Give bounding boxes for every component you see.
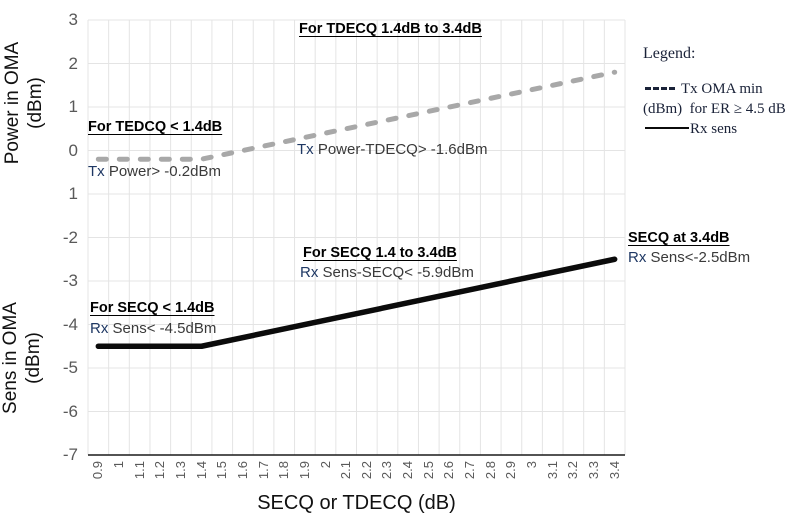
annotation-tx-power-limit: Tx Power> -0.2dBm <box>88 163 221 180</box>
legend-item-tx-oma-cont: (dBm) for ER ≥ 4.5 dB <box>643 101 786 117</box>
y-tick-label: 0 <box>68 140 78 160</box>
x-tick-label: 1.2 <box>152 461 168 480</box>
y-tick-label: -2 <box>62 227 78 247</box>
annotation-secq-lt-1p4-header: For SECQ < 1.4dB <box>90 300 215 316</box>
x-tick-label: 0.9 <box>90 461 106 480</box>
y-tick-label: -3 <box>62 271 78 290</box>
legend-item-tx-oma: Tx OMA min <box>643 79 799 99</box>
annotation-tx-power-tdecq-limit: Tx Power-TDECQ> -1.6dBm <box>297 141 487 158</box>
y-tick-label: 2 <box>68 53 78 73</box>
rx-prefix: Rx <box>628 249 647 266</box>
legend-item-tx-label: Tx OMA min <box>681 81 763 97</box>
y-tick-label: 1 <box>68 97 78 116</box>
y-tick-label: -6 <box>62 401 78 421</box>
y-axis-title-power-unit: (dBm) <box>25 77 46 129</box>
solid-line-sample-icon <box>645 127 689 130</box>
legend-item-rx-label: Rx sens <box>690 121 738 137</box>
x-tick-label: 1.1 <box>131 461 147 480</box>
x-tick-label: 2.6 <box>441 461 457 480</box>
x-tick-label: 2.1 <box>338 461 354 480</box>
x-tick-label: 1.8 <box>276 461 292 480</box>
series-tx-oma-min-line <box>95 69 618 162</box>
y-tick-label: -7 <box>62 445 78 464</box>
rx-prefix: Rx <box>90 320 109 337</box>
annotation-secq-at-3p4-header: SECQ at 3.4dB <box>628 230 730 246</box>
x-tick-label: 3.3 <box>586 461 602 480</box>
y-axis-title-sens-unit: (dBm) <box>23 332 44 384</box>
rx-sens-3p4-text: Sens<-2.5dBm <box>646 249 751 266</box>
annotation-tedcq-header: For TEDCQ < 1.4dB <box>88 119 223 135</box>
x-tick-label: 2.4 <box>400 461 416 480</box>
tx-prefix: Tx <box>297 141 314 158</box>
x-tick-label: 2.3 <box>379 461 395 480</box>
annotation-secq-range-header: For SECQ 1.4 to 3.4dB <box>303 245 457 261</box>
x-tick-label: 1.5 <box>214 461 230 480</box>
annotation-rx-sens-at-3p4-limit: Rx Sens<-2.5dBm <box>628 249 750 266</box>
y-tick-label: -5 <box>62 358 78 377</box>
x-axis-title: SECQ or TDECQ (dB) <box>257 492 456 514</box>
y-axis-title-power-text: Power in OMA <box>2 41 23 165</box>
rx-sens-lt-text: Sens< -4.5dBm <box>108 320 217 337</box>
x-tick-label: 3 <box>524 461 540 469</box>
annotation-tdecq-range-header: For TDECQ 1.4dB to 3.4dB <box>299 21 482 37</box>
x-tick-label: 1 <box>110 461 126 469</box>
rx-sens-secq-text: Sens-SECQ< -5.9dBm <box>318 264 474 281</box>
x-tick-label: 2.8 <box>482 461 498 480</box>
x-tick-label: 3.4 <box>606 461 622 480</box>
rx-prefix: Rx <box>300 264 319 281</box>
x-tick-label: 1.3 <box>172 461 188 480</box>
series-rx-sens-line <box>95 256 618 349</box>
legend-item-rx-sens: Rx sens <box>643 119 799 139</box>
x-tick-label: 2.2 <box>358 461 374 480</box>
x-tick-label: 2.5 <box>420 461 436 480</box>
x-tick-label: 3.2 <box>565 461 581 480</box>
annotation-rx-sens-secq-limit: Rx Sens-SECQ< -5.9dBm <box>300 264 474 281</box>
y-tick-label: 3 <box>68 10 78 29</box>
dashed-line-sample-icon <box>645 86 675 90</box>
x-tick-label: 2 <box>317 461 333 469</box>
x-tick-label: 1.7 <box>255 461 271 480</box>
y-axis-title-sens-text: Sens in OMA <box>0 302 21 414</box>
x-tick-label: 1.4 <box>193 461 209 480</box>
x-tick-label: 1.6 <box>234 461 250 480</box>
x-tick-label: 1.9 <box>296 461 312 480</box>
y-tick-label: 1 <box>68 184 78 203</box>
legend-title: Legend: <box>643 45 696 62</box>
annotation-rx-sens-lt-limit: Rx Sens< -4.5dBm <box>90 320 216 337</box>
tx-power-tdecq-text: Power-TDECQ> -1.6dBm <box>313 141 488 158</box>
y-axis-title-power: Power in OMA (dBm) <box>1 0 47 213</box>
y-axis-title-sens: Sens in OMA (dBm) <box>0 248 45 468</box>
x-tick-label: 3.1 <box>544 461 560 480</box>
legend: Legend: Tx OMA min (dBm) for ER ≥ 4.5 dB… <box>643 45 799 139</box>
y-tick-label: -4 <box>62 314 78 334</box>
x-tick-label: 2.7 <box>462 461 478 480</box>
x-tick-label: 2.9 <box>503 461 519 480</box>
tx-power-text: Power> -0.2dBm <box>104 163 221 180</box>
tx-prefix: Tx <box>88 163 105 180</box>
